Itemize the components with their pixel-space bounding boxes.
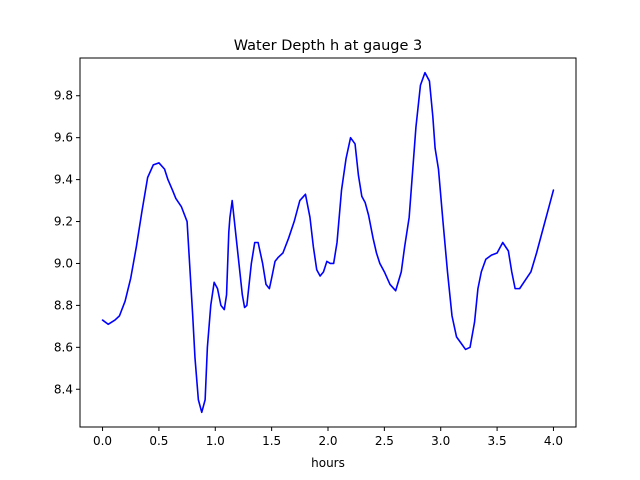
- y-tick-label: 8.6: [54, 340, 73, 354]
- x-tick-label: 4.0: [544, 434, 563, 448]
- y-axis: 8.4 8.6 8.8 9.0 9.2 9.4 9.6 9.8: [54, 89, 80, 396]
- x-axis: 0.0 0.5 1.0 1.5 2.0 2.5 3.0 3.5 4.0: [93, 427, 563, 448]
- chart-title: Water Depth h at gauge 3: [234, 38, 422, 54]
- x-tick-label: 0.0: [93, 434, 112, 448]
- y-tick-label: 9.6: [54, 131, 73, 145]
- x-tick-label: 3.0: [431, 434, 450, 448]
- x-tick-label: 3.5: [488, 434, 507, 448]
- plot-area: [101, 71, 555, 414]
- x-tick-label: 1.0: [206, 434, 225, 448]
- y-tick-label: 9.4: [54, 173, 73, 187]
- x-tick-label: 0.5: [149, 434, 168, 448]
- x-tick-label: 2.0: [318, 434, 337, 448]
- y-tick-label: 9.0: [54, 256, 73, 270]
- series-line-0: [101, 71, 555, 414]
- x-tick-label: 1.5: [262, 434, 281, 448]
- y-tick-label: 9.8: [54, 89, 73, 103]
- y-tick-label: 8.4: [54, 382, 73, 396]
- y-tick-label: 9.2: [54, 215, 73, 229]
- x-tick-label: 2.5: [375, 434, 394, 448]
- y-tick-label: 8.8: [54, 298, 73, 312]
- x-axis-label: hours: [311, 456, 345, 470]
